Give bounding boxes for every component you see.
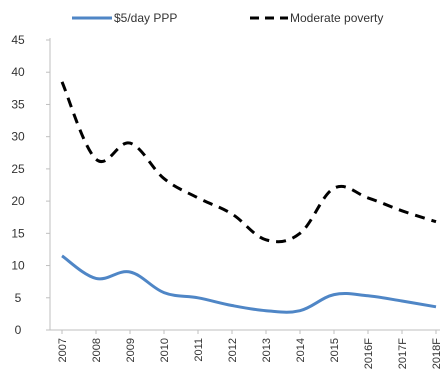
x-tick-label: 2018F: [431, 338, 443, 369]
series-line-five-dollar-ppp: [61, 254, 437, 314]
x-tick-label: 2007: [57, 338, 69, 362]
legend-label: Moderate poverty: [290, 11, 383, 25]
y-tick-label: 5: [15, 291, 22, 305]
y-tick-label: 0: [15, 323, 22, 337]
x-tick-label: 2011: [193, 338, 205, 362]
x-tick-label: 2013: [261, 338, 273, 362]
x-axis: 2007 2008 2009 2010 2011 2012 2013 2014 2015 2016…: [50, 329, 443, 369]
x-tick-label: 2016F: [363, 338, 375, 369]
series-layer: [60, 81, 437, 314]
x-tick-label: 2015: [329, 338, 341, 362]
y-tick-label: 45: [11, 33, 25, 47]
y-tick-label: 20: [11, 194, 25, 208]
x-tick-label: 2017F: [397, 338, 409, 369]
y-tick-label: 10: [11, 259, 25, 273]
y-tick-label: 25: [11, 162, 25, 176]
series-line-moderate-poverty: [60, 81, 437, 244]
y-axis: 0 5 10 15 20 25 30 35 40 45: [11, 33, 51, 337]
x-tick-label: 2010: [159, 338, 171, 362]
x-tick-label: 2012: [227, 338, 239, 362]
x-tick-label: 2008: [91, 338, 103, 362]
data-point: [332, 186, 336, 190]
legend: $5/day PPP Moderate poverty: [72, 11, 383, 25]
legend-label: $5/day PPP: [114, 11, 177, 25]
y-tick-label: 15: [11, 226, 25, 240]
x-tick-label: 2014: [295, 338, 307, 362]
data-point: [230, 212, 234, 216]
x-tick-label: 2009: [125, 338, 137, 362]
y-tick-label: 30: [11, 130, 25, 144]
y-tick-label: 35: [11, 97, 25, 111]
y-tick-label: 40: [11, 65, 25, 79]
